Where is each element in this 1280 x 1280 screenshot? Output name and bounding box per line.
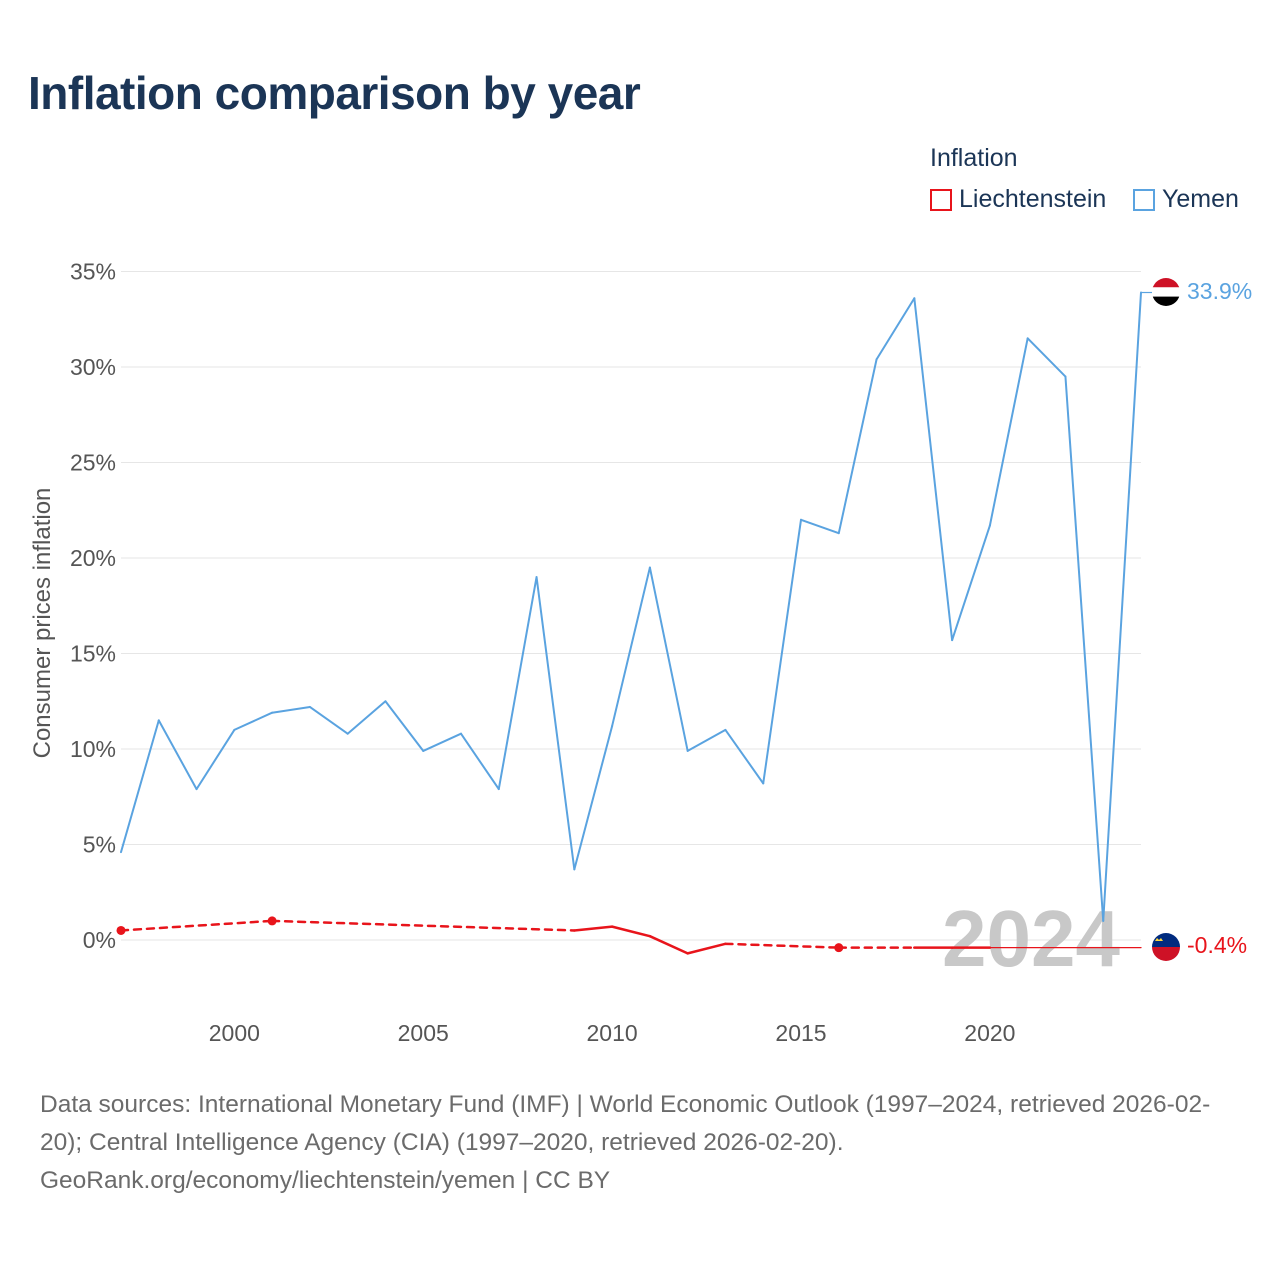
series-segment-yemen: [988, 337, 1029, 527]
x-tick-label: 2020: [964, 1020, 1015, 1046]
chart-title: Inflation comparison by year: [28, 67, 641, 119]
series-segment-yemen: [875, 297, 916, 361]
y-tick-label: 35%: [70, 259, 116, 285]
x-tick-label: 2010: [587, 1020, 638, 1046]
series-segment-yemen: [346, 700, 387, 735]
y-tick-label: 15%: [70, 641, 116, 667]
y-tick-label: 25%: [70, 450, 116, 476]
series-segment-yemen: [800, 518, 840, 535]
series-segment-yemen: [1064, 375, 1105, 922]
data-point-liechtenstein[interactable]: [834, 943, 844, 953]
series-segment-yemen: [271, 705, 311, 714]
x-tick-label: 2005: [398, 1020, 449, 1046]
series-segment-yemen: [195, 728, 236, 791]
legend-title: Inflation: [930, 144, 1018, 172]
y-tick-label: 30%: [70, 354, 116, 380]
source-line-2[interactable]: GeoRank.org/economy/liechtenstein/yemen …: [40, 1167, 611, 1194]
y-tick-label: 20%: [70, 545, 116, 571]
series-segment-liechtenstein: [724, 942, 841, 949]
end-label-yemen: 33.9%: [1187, 278, 1252, 304]
x-tick-label: 2000: [209, 1020, 260, 1046]
series-segment-yemen: [837, 358, 878, 535]
end-label-liechtenstein: -0.4%: [1187, 932, 1247, 958]
series-segment-yemen: [535, 576, 576, 871]
series-segment-yemen: [648, 566, 689, 752]
y-tick-label: 10%: [70, 736, 116, 762]
series-segment-liechtenstein: [648, 934, 689, 955]
series-segment-yemen: [1026, 337, 1067, 378]
series-segment-yemen: [157, 719, 198, 791]
series-segment-yemen: [686, 728, 727, 752]
yemen-flag-icon: [1152, 278, 1180, 306]
legend-swatch-liechtenstein: [930, 188, 952, 211]
series-segment-yemen: [308, 705, 349, 735]
series-segment-liechtenstein: [610, 925, 652, 938]
y-axis-label: Consumer prices inflation: [29, 488, 56, 759]
series-segment-yemen: [611, 566, 651, 728]
series-segment-liechtenstein: [686, 942, 727, 955]
year-watermark: 2024: [942, 894, 1120, 983]
data-point-liechtenstein[interactable]: [267, 916, 277, 926]
series-segment-yemen: [460, 732, 500, 791]
y-tick-label: 5%: [83, 832, 116, 858]
series-segment-yemen: [497, 576, 538, 791]
source-note: Data sources: International Monetary Fun…: [40, 1086, 1250, 1200]
series-segment-yemen: [233, 711, 274, 731]
liechtenstein-flag-icon: [1152, 933, 1180, 961]
series-segment-liechtenstein: [119, 919, 274, 932]
series-segment-liechtenstein: [573, 925, 614, 932]
series-segment-liechtenstein: [270, 919, 576, 932]
series-segment-yemen: [913, 297, 954, 642]
data-point-liechtenstein[interactable]: [116, 925, 126, 935]
legend-label-liechtenstein: Liechtenstein: [959, 185, 1107, 213]
series-segment-yemen: [1102, 291, 1142, 922]
series-segment-yemen: [573, 725, 614, 871]
x-tick-label: 2015: [775, 1020, 826, 1046]
series-segment-yemen: [762, 518, 802, 785]
legend-item-liechtenstein[interactable]: Liechtenstein: [930, 185, 1106, 214]
legend-label-yemen: Yemen: [1162, 185, 1239, 213]
series-segment-yemen: [120, 719, 160, 854]
legend-item-yemen[interactable]: Yemen: [1133, 185, 1239, 214]
source-line-1: Data sources: International Monetary Fun…: [40, 1091, 1211, 1156]
series-segment-yemen: [422, 732, 462, 752]
series-segment-yemen: [724, 728, 765, 785]
y-tick-label: 0%: [83, 927, 116, 953]
series-segment-yemen: [384, 700, 425, 752]
series-segment-yemen: [951, 524, 991, 642]
legend-swatch-yemen: [1133, 188, 1155, 211]
